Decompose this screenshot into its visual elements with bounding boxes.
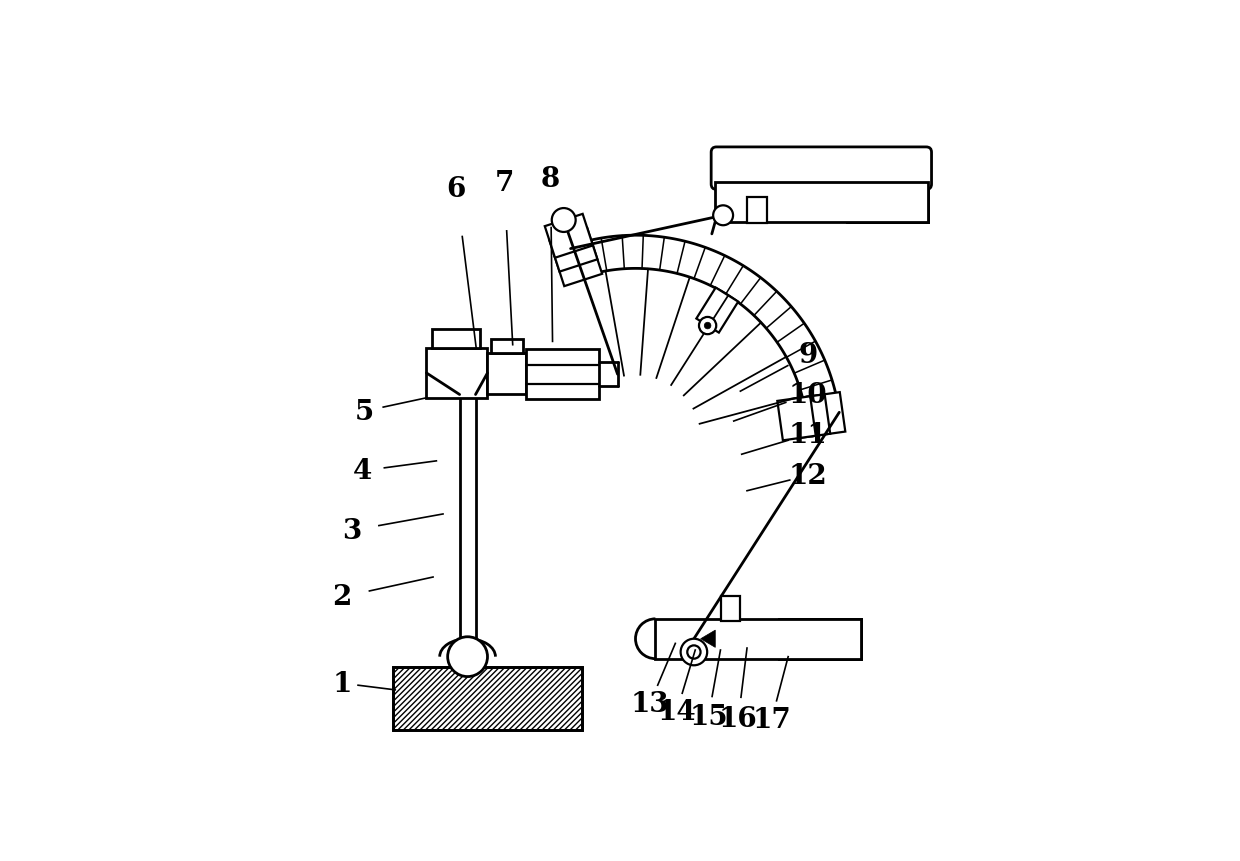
Circle shape xyxy=(713,206,733,226)
Circle shape xyxy=(687,646,701,659)
Text: 9: 9 xyxy=(799,342,817,369)
Text: 16: 16 xyxy=(719,705,758,732)
Bar xyxy=(715,183,928,223)
Text: 7: 7 xyxy=(495,170,513,196)
Polygon shape xyxy=(792,395,831,439)
FancyBboxPatch shape xyxy=(712,148,931,190)
Bar xyxy=(526,350,599,400)
Polygon shape xyxy=(807,393,846,437)
Bar xyxy=(393,666,583,730)
Text: 4: 4 xyxy=(352,458,372,485)
Polygon shape xyxy=(777,397,816,441)
Bar xyxy=(487,353,526,395)
Bar xyxy=(779,619,861,659)
Circle shape xyxy=(699,318,717,335)
Bar xyxy=(656,619,861,659)
Bar xyxy=(779,619,861,659)
Bar xyxy=(847,183,928,223)
Text: 8: 8 xyxy=(541,166,560,193)
Text: 6: 6 xyxy=(446,176,466,203)
Circle shape xyxy=(552,209,575,232)
Text: 1: 1 xyxy=(332,670,352,697)
Bar xyxy=(847,183,928,223)
Bar xyxy=(746,197,766,224)
Text: 3: 3 xyxy=(342,517,361,544)
Bar xyxy=(722,596,740,621)
Circle shape xyxy=(448,637,487,677)
Polygon shape xyxy=(701,630,715,647)
Text: 2: 2 xyxy=(332,584,352,610)
Text: 14: 14 xyxy=(657,698,696,726)
Bar xyxy=(432,330,480,349)
Text: 5: 5 xyxy=(355,398,374,425)
Bar xyxy=(393,666,583,730)
Circle shape xyxy=(681,639,707,666)
Polygon shape xyxy=(544,214,593,258)
Text: 17: 17 xyxy=(753,706,791,734)
Text: 13: 13 xyxy=(631,690,670,717)
Text: 15: 15 xyxy=(689,703,728,730)
Polygon shape xyxy=(549,228,598,272)
Text: 12: 12 xyxy=(789,462,827,489)
Bar xyxy=(427,349,487,399)
Text: 11: 11 xyxy=(789,421,827,449)
Polygon shape xyxy=(697,288,738,333)
Polygon shape xyxy=(554,243,603,287)
Circle shape xyxy=(704,323,711,330)
Text: 10: 10 xyxy=(789,381,827,408)
Bar xyxy=(491,340,523,353)
